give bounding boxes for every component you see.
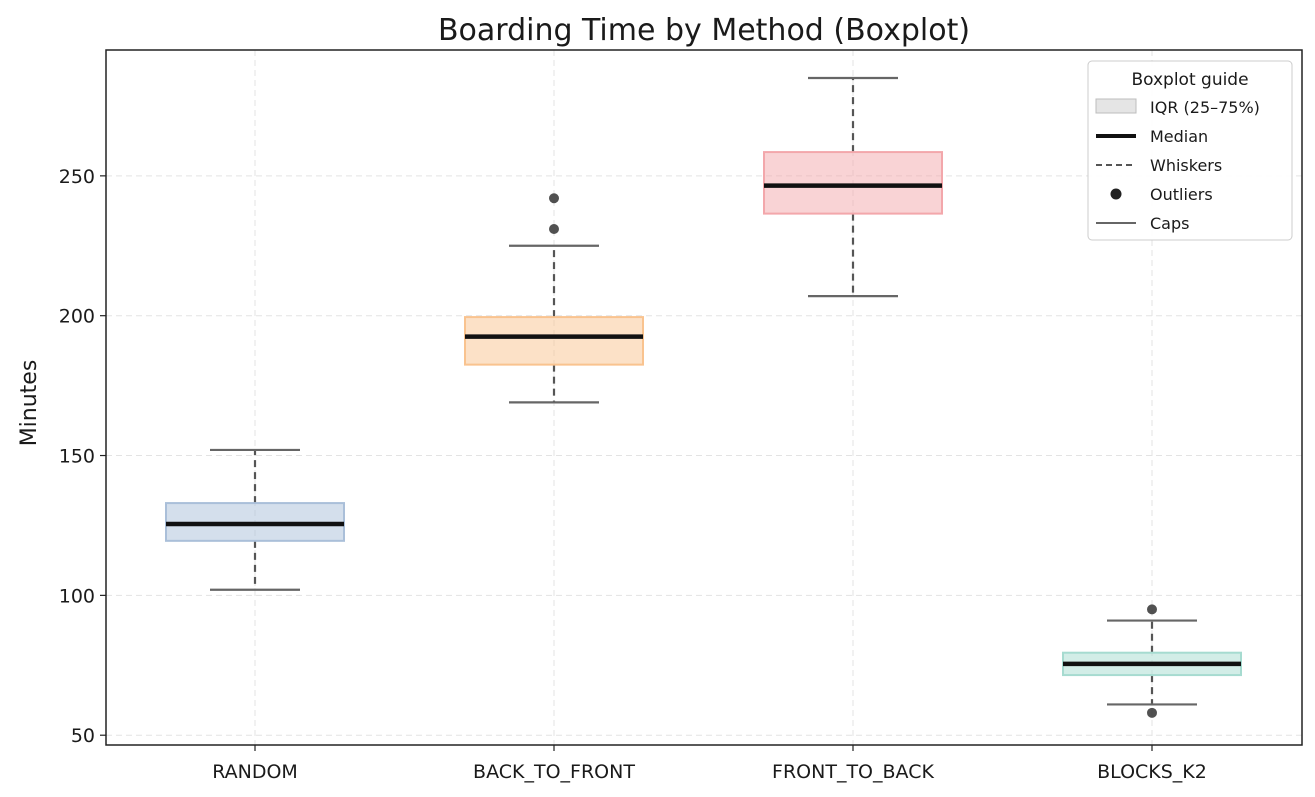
- legend-title: Boxplot guide: [1131, 70, 1248, 90]
- box-group-blocks-k2: [1062, 604, 1242, 718]
- legend-outliers-swatch: [1110, 188, 1122, 200]
- boxes-layer: [165, 76, 1242, 718]
- y-tick-label: 100: [59, 585, 95, 607]
- outlier-point: [549, 193, 559, 204]
- y-tick-label: 50: [71, 725, 95, 747]
- plot-frame: [105, 49, 1303, 746]
- y-axis-label: Minutes: [17, 360, 42, 447]
- x-tick-label: FRONT_TO_BACK: [772, 761, 934, 783]
- axes-ticks: 50 100 150 200 250 RANDOM BACK_TO_FRONT FRONT_T…: [59, 166, 1207, 783]
- legend-iqr-label: IQR (25–75%): [1150, 98, 1260, 117]
- legend-frame: [1087, 60, 1293, 241]
- x-tick-label: RANDOM: [212, 761, 298, 783]
- outlier-point: [1147, 604, 1157, 615]
- box-group-front-to-back: [763, 76, 943, 298]
- x-tick-label: BACK_TO_FRONT: [473, 761, 635, 783]
- outlier-point: [1147, 707, 1157, 718]
- iqr-box: [763, 151, 943, 215]
- box-group-back-to-front: [464, 193, 644, 404]
- x-tick-label: BLOCKS_K2: [1097, 761, 1207, 783]
- y-tick-label: 200: [59, 306, 95, 328]
- chart-title: Boarding Time by Method (Boxplot): [438, 13, 970, 48]
- legend-outliers-label: Outliers: [1150, 185, 1213, 204]
- iqr-box: [464, 316, 644, 366]
- legend-whiskers-label: Whiskers: [1150, 156, 1222, 175]
- legend-iqr-swatch: [1095, 98, 1137, 114]
- legend-caps-label: Caps: [1150, 214, 1189, 233]
- y-tick-label: 150: [59, 446, 95, 468]
- legend: Boxplot guide IQR (25–75%) Median Whiske…: [1087, 60, 1293, 241]
- legend-median-label: Median: [1150, 127, 1208, 146]
- box-group-random: [165, 448, 345, 591]
- y-tick-label: 250: [59, 166, 95, 188]
- outlier-point: [549, 223, 559, 234]
